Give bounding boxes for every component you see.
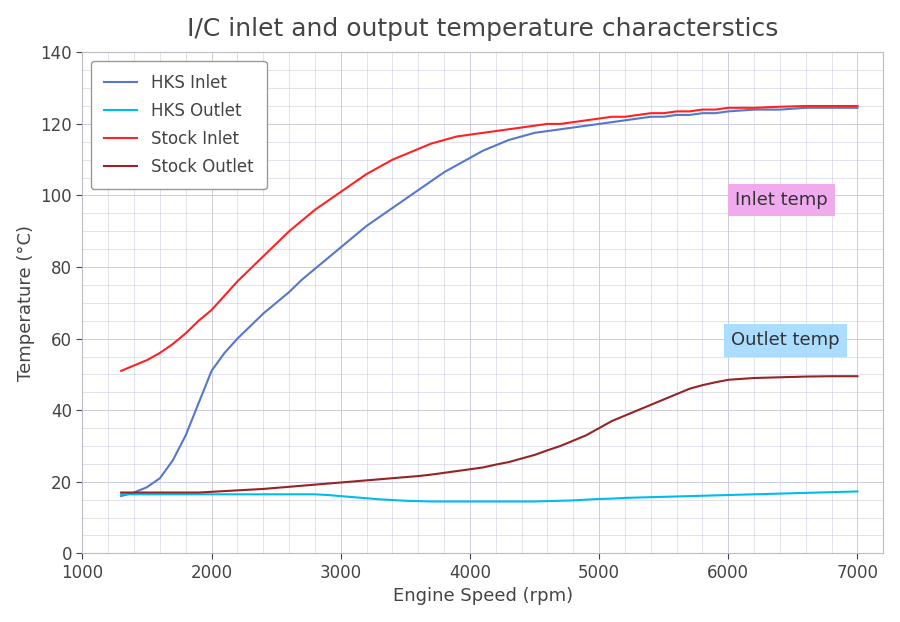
Title: I/C inlet and output temperature characterstics: I/C inlet and output temperature charact… <box>187 17 778 40</box>
HKS Inlet <box>542 128 553 135</box>
HKS Outlet <box>517 498 527 505</box>
HKS Inlet <box>633 115 643 123</box>
Stock Inlet <box>542 120 553 128</box>
HKS Inlet <box>297 276 308 283</box>
Stock Inlet <box>852 102 863 109</box>
Stock Inlet <box>297 217 308 225</box>
Stock Outlet <box>633 407 643 414</box>
HKS Inlet <box>503 136 514 144</box>
HKS Inlet <box>116 493 127 500</box>
Stock Outlet <box>517 455 527 462</box>
Line: HKS Inlet: HKS Inlet <box>122 108 858 496</box>
HKS Outlet <box>426 498 436 505</box>
HKS Outlet <box>723 491 734 499</box>
HKS Outlet <box>297 491 308 498</box>
Stock Outlet <box>503 458 514 466</box>
Stock Outlet <box>116 489 127 496</box>
HKS Outlet <box>852 488 863 495</box>
Line: Stock Outlet: Stock Outlet <box>122 376 858 493</box>
Stock Inlet <box>503 126 514 133</box>
Line: Stock Inlet: Stock Inlet <box>122 106 858 371</box>
HKS Outlet <box>529 498 540 505</box>
HKS Outlet <box>116 491 127 498</box>
HKS Inlet <box>852 104 863 111</box>
Stock Inlet <box>517 124 527 131</box>
Stock Outlet <box>852 373 863 380</box>
Stock Outlet <box>297 482 308 490</box>
Stock Inlet <box>633 111 643 119</box>
HKS Inlet <box>710 109 721 117</box>
Legend: HKS Inlet, HKS Outlet, Stock Inlet, Stock Outlet: HKS Inlet, HKS Outlet, Stock Inlet, Stoc… <box>91 61 266 189</box>
HKS Inlet <box>800 104 811 111</box>
Stock Outlet <box>826 373 837 380</box>
Y-axis label: Temperature (°C): Temperature (°C) <box>17 225 35 381</box>
Stock Outlet <box>542 447 553 454</box>
Stock Inlet <box>710 106 721 113</box>
HKS Outlet <box>645 493 656 501</box>
X-axis label: Engine Speed (rpm): Engine Speed (rpm) <box>392 587 573 605</box>
Stock Inlet <box>116 367 127 374</box>
Stock Inlet <box>800 102 811 109</box>
Stock Outlet <box>710 379 721 386</box>
Text: Outlet temp: Outlet temp <box>731 332 840 350</box>
HKS Inlet <box>517 132 527 140</box>
HKS Outlet <box>555 497 566 504</box>
Text: Inlet temp: Inlet temp <box>735 191 828 209</box>
Line: HKS Outlet: HKS Outlet <box>122 491 858 501</box>
